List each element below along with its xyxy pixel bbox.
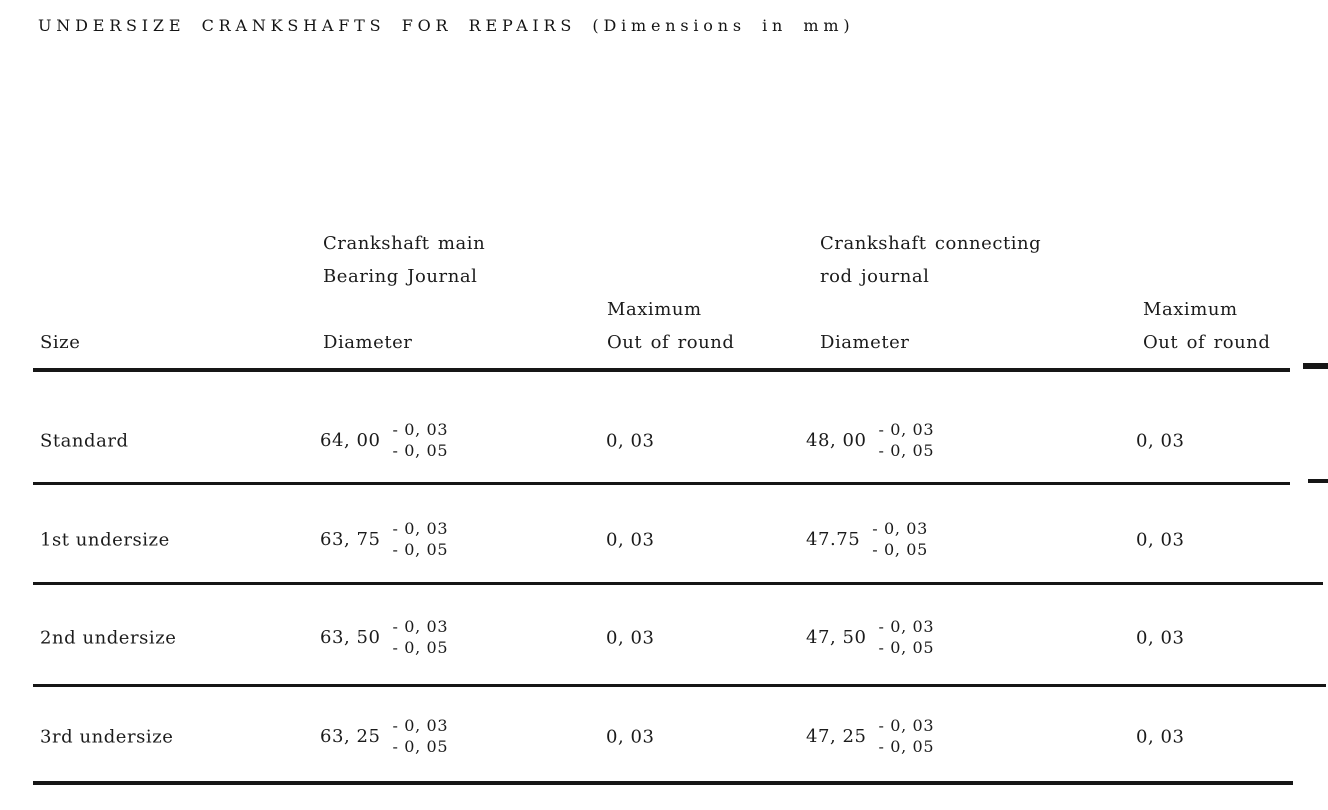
diameter-value: 48, 00 xyxy=(806,430,867,452)
main-diameter-header: Diameter xyxy=(323,332,413,353)
rod-out-of-round-header: Out of round xyxy=(1143,332,1271,353)
tolerance-lower: - 0, 05 xyxy=(878,737,935,757)
tolerance-stack: - 0, 03 - 0, 05 xyxy=(878,716,935,757)
tolerance-lower: - 0, 05 xyxy=(872,540,928,560)
tolerance-stack: - 0, 03 - 0, 05 xyxy=(392,420,449,461)
main-bearing-group-header-line2: Bearing Journal xyxy=(323,266,478,287)
main-out-of-round-value: 0, 03 xyxy=(606,627,655,649)
tolerance-lower: - 0, 05 xyxy=(392,441,449,461)
tolerance-stack: - 0, 03 - 0, 05 xyxy=(878,617,935,658)
diameter-value: 64, 00 xyxy=(320,430,381,452)
rod-diameter-cell: 48, 00 - 0, 03 - 0, 05 xyxy=(806,420,935,461)
tolerance-stack: - 0, 03 - 0, 05 xyxy=(392,617,449,658)
row-size-label: 3rd undersize xyxy=(40,726,174,748)
bottom-rule xyxy=(33,781,1293,785)
tolerance-upper: - 0, 03 xyxy=(872,519,928,539)
table-row: Standard 64, 00 - 0, 03 - 0, 05 0, 03 48… xyxy=(0,401,1328,481)
main-bearing-diameter-cell: 63, 50 - 0, 03 - 0, 05 xyxy=(320,617,449,658)
tolerance-lower: - 0, 05 xyxy=(392,638,449,658)
diameter-value: 47, 25 xyxy=(806,726,867,748)
rod-diameter-cell: 47, 50 - 0, 03 - 0, 05 xyxy=(806,617,935,658)
rod-out-of-round-value: 0, 03 xyxy=(1136,529,1185,551)
main-out-of-round-value: 0, 03 xyxy=(606,529,655,551)
main-bearing-group-header-line1: Crankshaft main xyxy=(323,233,486,254)
main-bearing-diameter-cell: 64, 00 - 0, 03 - 0, 05 xyxy=(320,420,449,461)
rod-diameter-header: Diameter xyxy=(820,332,910,353)
rod-out-of-round-value: 0, 03 xyxy=(1136,627,1185,649)
row-divider-2 xyxy=(33,582,1323,585)
tolerance-upper: - 0, 03 xyxy=(392,617,449,637)
rod-out-of-round-value: 0, 03 xyxy=(1136,726,1185,748)
table-row: 2nd undersize 63, 50 - 0, 03 - 0, 05 0, … xyxy=(0,598,1328,678)
tolerance-lower: - 0, 05 xyxy=(392,737,449,757)
row-divider-3 xyxy=(33,684,1326,687)
main-out-of-round-header: Out of round xyxy=(607,332,735,353)
rod-out-of-round-value: 0, 03 xyxy=(1136,430,1185,452)
row-size-label: 1st undersize xyxy=(40,529,170,551)
tolerance-stack: - 0, 03 - 0, 05 xyxy=(392,716,449,757)
diameter-value: 47.75 xyxy=(806,529,861,551)
main-maximum-header: Maximum xyxy=(607,299,702,320)
tolerance-upper: - 0, 03 xyxy=(878,617,935,637)
row-divider-1-right-dash xyxy=(1308,479,1328,483)
header-rule-right-dash xyxy=(1303,363,1328,369)
rod-diameter-cell: 47, 25 - 0, 03 - 0, 05 xyxy=(806,716,935,757)
rod-maximum-header: Maximum xyxy=(1143,299,1238,320)
rod-group-header-line2: rod journal xyxy=(820,266,930,287)
diameter-value: 47, 50 xyxy=(806,627,867,649)
diameter-value: 63, 25 xyxy=(320,726,381,748)
diameter-value: 63, 50 xyxy=(320,627,381,649)
rod-diameter-cell: 47.75 - 0, 03 - 0, 05 xyxy=(806,519,928,560)
tolerance-upper: - 0, 03 xyxy=(392,420,449,440)
tolerance-upper: - 0, 03 xyxy=(392,519,449,539)
header-rule xyxy=(33,368,1290,372)
tolerance-upper: - 0, 03 xyxy=(392,716,449,736)
main-bearing-diameter-cell: 63, 25 - 0, 03 - 0, 05 xyxy=(320,716,449,757)
tolerance-stack: - 0, 03 - 0, 05 xyxy=(878,420,935,461)
tolerance-stack: - 0, 03 - 0, 05 xyxy=(392,519,449,560)
tolerance-lower: - 0, 05 xyxy=(392,540,449,560)
main-out-of-round-value: 0, 03 xyxy=(606,430,655,452)
tolerance-lower: - 0, 05 xyxy=(878,638,935,658)
row-size-label: 2nd undersize xyxy=(40,627,177,649)
tolerance-upper: - 0, 03 xyxy=(878,420,935,440)
tolerance-upper: - 0, 03 xyxy=(878,716,935,736)
main-out-of-round-value: 0, 03 xyxy=(606,726,655,748)
row-size-label: Standard xyxy=(40,430,129,452)
tolerance-stack: - 0, 03 - 0, 05 xyxy=(872,519,928,560)
page-title: UNDERSIZE CRANKSHAFTS FOR REPAIRS (Dimen… xyxy=(38,16,855,35)
diameter-value: 63, 75 xyxy=(320,529,381,551)
table-row: 3rd undersize 63, 25 - 0, 03 - 0, 05 0, … xyxy=(0,697,1328,777)
table-row: 1st undersize 63, 75 - 0, 03 - 0, 05 0, … xyxy=(0,500,1328,580)
main-bearing-diameter-cell: 63, 75 - 0, 03 - 0, 05 xyxy=(320,519,449,560)
row-divider-1 xyxy=(33,482,1290,485)
tolerance-lower: - 0, 05 xyxy=(878,441,935,461)
rod-group-header-line1: Crankshaft connecting xyxy=(820,233,1042,254)
size-header: Size xyxy=(40,332,81,353)
